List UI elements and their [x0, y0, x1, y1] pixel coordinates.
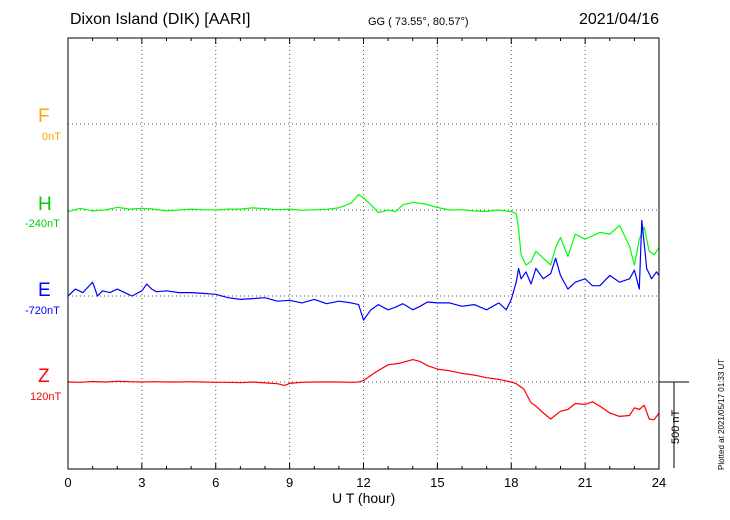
x-tick-label: 3 [138, 475, 145, 490]
h-baseline-value: -240nT [25, 218, 60, 230]
x-tick-label: 12 [356, 475, 370, 490]
x-tick-label: 18 [504, 475, 518, 490]
station-title: Dixon Island (DIK) [AARI] [70, 11, 251, 28]
series-z-line [67, 359, 660, 421]
series-e-line [67, 219, 660, 321]
plot-frame [67, 37, 660, 470]
date-label: 2021/04/16 [579, 11, 660, 28]
x-tick-label: 15 [430, 475, 444, 490]
series-group [67, 193, 660, 421]
x-tick-label: 21 [578, 475, 592, 490]
e-baseline-value: -720nT [25, 305, 60, 317]
x-tick-label: 24 [652, 475, 666, 490]
series-h-line [67, 193, 660, 266]
axis-ticks: 0 3 6 9 12 15 18 21 24 [64, 38, 666, 490]
e-component-letter: E [38, 280, 51, 301]
z-baseline-value: 120nT [30, 391, 62, 403]
f-component-letter: F [38, 106, 50, 127]
x-tick-label: 6 [212, 475, 219, 490]
scale-bar [659, 381, 689, 468]
geographic-coords: GG ( 73.55°, 80.57°) [368, 16, 469, 28]
x-tick-label: 9 [286, 475, 293, 490]
f-baseline-value: 0nT [42, 131, 61, 143]
x-axis-label: U T (hour) [332, 490, 396, 506]
h-component-letter: H [38, 194, 52, 215]
grid-lines [68, 38, 659, 469]
z-component-letter: Z [38, 366, 50, 387]
x-tick-label: 0 [64, 475, 71, 490]
